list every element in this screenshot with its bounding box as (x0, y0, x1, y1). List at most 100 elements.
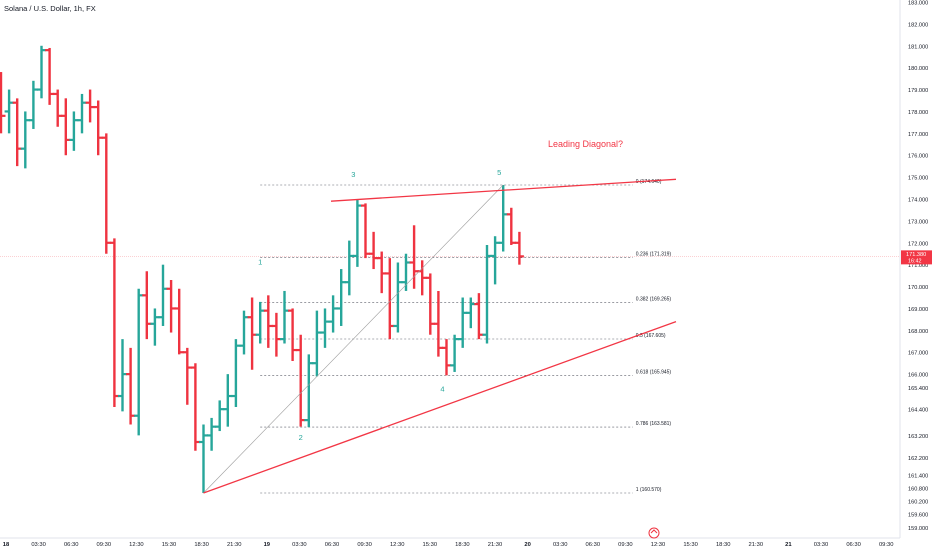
price-tick-label: 160.200 (908, 500, 928, 506)
time-tick-label: 20 (524, 542, 530, 548)
ohlc-bar (506, 207, 516, 245)
ohlc-bar (142, 271, 152, 340)
ohlc-bar (207, 417, 217, 451)
ohlc-bar (158, 264, 168, 326)
ohlc-bar (288, 308, 298, 361)
ohlc-bar (4, 89, 14, 134)
price-tick-label: 169.000 (908, 307, 928, 313)
time-tick-label: 09:30 (97, 542, 112, 548)
ohlc-bar (134, 288, 144, 436)
retracement-diagonal (203, 184, 504, 494)
price-tick-label: 162.200 (908, 456, 928, 462)
ohlc-bar (61, 98, 71, 156)
ohlc-bar (312, 310, 322, 377)
lower-trendline (203, 320, 677, 494)
price-tick-label: 180.000 (908, 66, 928, 72)
time-tick-label: 06:30 (64, 542, 79, 548)
fib-label-0.382: 0.382 (169.265) (636, 297, 672, 303)
ohlc-bar (336, 269, 346, 326)
time-tick-label: 18:30 (194, 542, 209, 548)
ohlc-bar (466, 297, 476, 329)
ohlc-bar (474, 293, 484, 340)
ohlc-bar (361, 203, 370, 259)
ohlc-bar (296, 334, 306, 427)
bar-countdown: 16:42 (908, 259, 922, 265)
ohlc-bar (458, 297, 468, 348)
time-tick-label: 18:30 (455, 542, 470, 548)
time-tick-label: 03:30 (553, 542, 568, 548)
ohlc-bar (12, 98, 22, 167)
time-tick-label: 12:30 (651, 542, 666, 548)
ohlc-bar (93, 100, 103, 156)
price-tick-label: 160.800 (908, 486, 928, 492)
fibonacci-retracement: 0 (174.640) 0.236 (171.319) 0.382 (169.265… (260, 179, 672, 494)
fib-label-0.236: 0.236 (171.319) (636, 252, 672, 258)
wave-label-2: 2 (299, 433, 303, 442)
time-tick-label: 03:30 (814, 542, 829, 548)
ohlc-bar (425, 273, 435, 335)
ohlc-bar (490, 236, 500, 285)
ohlc-bar (328, 295, 338, 333)
fib-label-0.5: 0.5 (167.605) (636, 333, 666, 339)
price-tick-label: 183.000 (908, 0, 928, 6)
time-tick-label: 18:30 (716, 542, 731, 548)
ohlc-bar (280, 290, 289, 344)
ohlc-bar (182, 347, 192, 405)
price-tick-label: 171.000 (908, 263, 928, 269)
price-tick-label: 163.200 (908, 434, 928, 440)
ohlc-bar (320, 308, 330, 348)
ohlc-bar (199, 424, 208, 493)
price-tick-label: 170.000 (908, 285, 928, 291)
price-tick-label: 166.000 (908, 373, 928, 379)
wave-label-1: 1 (258, 258, 262, 267)
time-tick-label: 06:30 (586, 542, 601, 548)
time-tick-label: 03:30 (292, 542, 307, 548)
price-axis[interactable]: 183.000 182.000 181.000 180.000 179.000 178.0… (899, 0, 932, 550)
ohlc-bar (126, 347, 136, 425)
ohlc-bar (401, 253, 411, 291)
time-tick-label: 15:30 (423, 542, 438, 548)
ohlc-bar (498, 185, 508, 252)
ohlc-bar (271, 312, 281, 357)
time-tick-label: 18 (3, 542, 10, 548)
ohlc-bar (514, 231, 524, 265)
time-tick-label: 06:30 (846, 542, 861, 548)
time-tick-label: 15:30 (162, 542, 177, 548)
time-tick-label: 06:30 (325, 542, 340, 548)
ohlc-bar (190, 363, 200, 451)
price-axis-background (900, 0, 932, 550)
fib-label-0.618: 0.618 (165.945) (636, 369, 672, 375)
price-tick-label: 174.000 (908, 198, 928, 204)
time-tick-label: 09:30 (357, 542, 372, 548)
ohlc-bar (174, 288, 184, 355)
ohlc-bar (101, 133, 111, 254)
time-tick-label: 12:30 (129, 542, 144, 548)
current-price-value: 171.380 (906, 252, 926, 258)
ohlc-bar (77, 93, 87, 134)
price-tick-label: 159.000 (908, 526, 928, 532)
ohlc-bar (37, 45, 46, 99)
ohlc-bar (482, 244, 492, 344)
time-tick-label: 15:30 (683, 542, 698, 548)
replay-icon[interactable] (648, 527, 660, 539)
ohlc-bar (433, 290, 443, 357)
ohlc-bar (409, 225, 419, 289)
wave-label-3: 3 (351, 170, 355, 179)
price-tick-label: 176.000 (908, 154, 928, 160)
time-axis[interactable]: 18 03:30 06:30 09:30 12:30 15:30 18:30 21:30 19 0… (0, 537, 900, 548)
ohlc-bar (28, 80, 38, 129)
ohlc-bar (223, 374, 233, 427)
time-tick-label: 03:30 (31, 542, 46, 548)
ohlc-bar (450, 334, 460, 372)
ohlc-bar (255, 301, 265, 344)
ohlc-bar (247, 297, 257, 370)
ohlc-bar (369, 231, 379, 270)
time-tick-label: 21 (785, 542, 792, 548)
ohlc-bar (53, 89, 63, 127)
time-tick-label: 21:30 (227, 542, 242, 548)
time-tick-label: 19 (264, 542, 271, 548)
price-tick-label: 179.000 (908, 88, 928, 94)
time-tick-label: 21:30 (488, 542, 503, 548)
price-tick-label: 181.000 (908, 44, 928, 50)
